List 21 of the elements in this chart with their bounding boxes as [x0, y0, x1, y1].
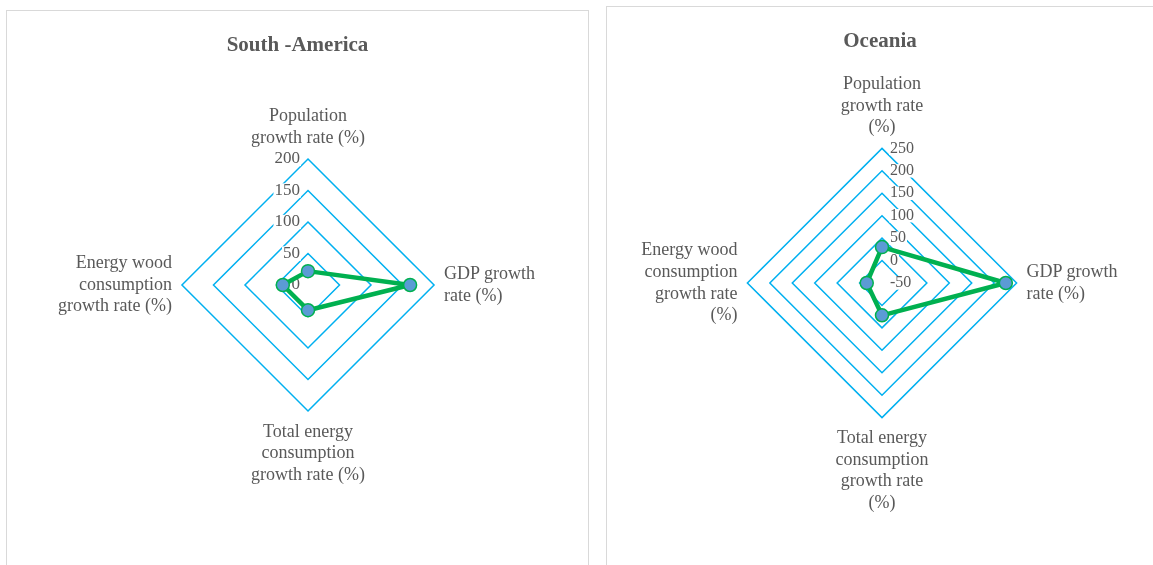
spoke-label: Population growth rate (%): [840, 73, 924, 138]
chart-title: South -America: [226, 32, 369, 57]
spoke-label: Total energy consumption growth rate (%): [251, 420, 365, 485]
chart-title: Oceania: [843, 28, 918, 53]
spoke-label: Energy wood consumption growth rate (%): [641, 239, 738, 326]
y-tick-label: 100: [274, 211, 300, 231]
y-tick-label: 0: [890, 250, 898, 268]
spoke-label: Energy wood consumption growth rate (%): [58, 252, 172, 317]
y-tick-label: 100: [890, 205, 914, 223]
y-tick-label: 200: [890, 161, 914, 179]
y-tick-label: 50: [283, 242, 300, 262]
y-tick-label: 200: [274, 148, 300, 168]
y-tick-label: 250: [890, 138, 914, 156]
y-tick-label: 50: [890, 228, 906, 246]
spoke-label: GDP growth rate (%): [444, 262, 535, 306]
y-tick-label: 150: [274, 179, 300, 199]
spoke-label: GDP growth rate (%): [1026, 260, 1118, 304]
y-tick-label: 150: [890, 183, 914, 201]
spoke-label: Population growth rate (%): [251, 105, 365, 148]
y-tick-label: -50: [890, 273, 912, 291]
spoke-label: Total energy consumption growth rate (%): [835, 427, 929, 513]
